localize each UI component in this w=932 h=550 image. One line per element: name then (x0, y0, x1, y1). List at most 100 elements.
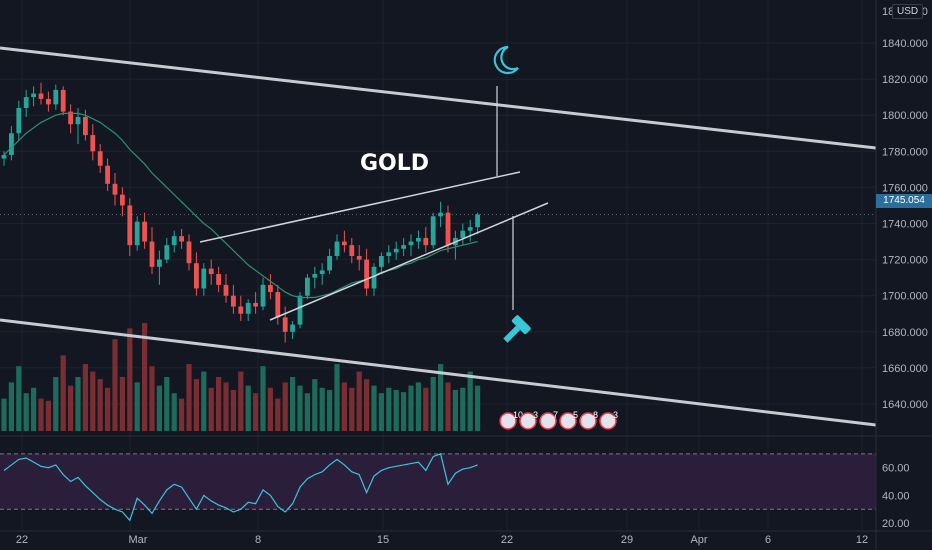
candle-body (31, 93, 36, 98)
candle-body (46, 98, 51, 105)
volume-bar (408, 385, 414, 431)
candle-body (53, 89, 59, 105)
time-tick-label: 29 (621, 534, 633, 546)
candle-body (290, 324, 295, 332)
time-tick-label: 22 (501, 534, 513, 546)
volume-bar (327, 389, 333, 431)
candle-body (438, 212, 443, 217)
gavel-head (511, 315, 531, 335)
volume-bar (452, 389, 458, 431)
time-tick-label: 6 (765, 534, 771, 546)
candle-body (356, 255, 362, 260)
rsi-line (3, 453, 478, 522)
rsi-tick-label: 40.00 (882, 490, 910, 502)
candle-body (208, 268, 214, 275)
event-markers: 10 3 7 5 8 3 (499, 410, 618, 430)
candle-body (194, 263, 199, 289)
candle-body (142, 221, 147, 242)
candle-body (179, 236, 184, 242)
rsi-tick-label: 60.00 (882, 463, 910, 475)
price-tick-label: 1660.000 (882, 363, 928, 375)
volume-bar (149, 366, 155, 431)
volume-bar (68, 385, 74, 431)
volume-bar (386, 387, 392, 431)
candle-body (475, 214, 480, 228)
candle-body (393, 248, 399, 253)
volume-bar (349, 387, 355, 431)
lower-channel-line (0, 318, 877, 427)
candle-body (9, 133, 14, 155)
volume-bar (179, 398, 185, 431)
candle-body (23, 97, 29, 108)
candle-body (253, 302, 258, 307)
volume-bar (415, 382, 421, 431)
candle-body (120, 194, 125, 206)
event-marker-count: 7 (553, 410, 558, 420)
candle-body (245, 302, 251, 314)
candle-body (364, 259, 369, 289)
volume-bar (304, 393, 310, 431)
volume-bar (23, 393, 29, 431)
volume-bar (164, 377, 170, 431)
candle-body (312, 274, 318, 278)
upper-channel-line (0, 46, 877, 150)
volume-bar (8, 382, 14, 431)
gavel-icon (503, 315, 531, 343)
current-price-label: 1745.054 (876, 194, 932, 208)
volume-bar (253, 393, 259, 431)
candle-body (401, 245, 406, 249)
candle-body (38, 93, 44, 99)
rsi-tick-label: 20.00 (882, 518, 910, 530)
volume-bar (260, 366, 266, 431)
price-axis: 1640.000 1660.000 1680.000 1700.000 1720.000… (875, 0, 928, 550)
candle-body (1, 154, 7, 159)
volume-bar (378, 393, 384, 431)
candle-body (416, 237, 421, 242)
candle-body (127, 205, 133, 246)
moving-average-line (3, 112, 478, 299)
volume-bar (112, 339, 118, 431)
volume-bar (393, 389, 399, 431)
price-tick-label: 1680.000 (882, 327, 928, 339)
candle-body (349, 245, 355, 256)
candle-body (134, 221, 140, 246)
volume-bar (401, 392, 407, 431)
trendline-drawings (0, 46, 877, 427)
candle-body (216, 274, 221, 285)
event-marker (519, 412, 537, 430)
volume-bar (223, 382, 229, 431)
currency-badge[interactable]: USD (892, 4, 924, 19)
chart-grid (0, 0, 876, 530)
time-tick-label: 8 (255, 534, 261, 546)
moon-icon (493, 45, 519, 75)
candle-body (90, 135, 96, 152)
volume-bar (438, 364, 444, 431)
volume-bar (171, 393, 177, 431)
volume-bar (312, 379, 318, 431)
volume-bar (460, 387, 466, 431)
volume-bar (290, 377, 296, 431)
candle-body (268, 284, 273, 293)
price-tick-label: 1820.000 (882, 74, 928, 86)
volume-bar (467, 371, 473, 431)
candle-body (467, 227, 473, 231)
candle-body (186, 241, 192, 264)
volume-bar (297, 385, 303, 431)
volume-bar (38, 398, 44, 431)
candle-body (423, 237, 429, 246)
candle-body (282, 317, 288, 332)
volume-bars (1, 323, 481, 431)
chart-title: GOLD (360, 151, 429, 176)
event-marker (499, 412, 517, 430)
candle-body (305, 277, 310, 296)
volume-bar (16, 366, 22, 431)
candle-body (68, 111, 73, 125)
volume-bar (201, 371, 207, 431)
volume-bar (245, 385, 251, 431)
candle-body (149, 241, 155, 267)
time-tick-label: Apr (690, 534, 707, 546)
volume-bar (275, 398, 281, 431)
candle-body (97, 151, 103, 166)
candle-body (275, 292, 281, 318)
